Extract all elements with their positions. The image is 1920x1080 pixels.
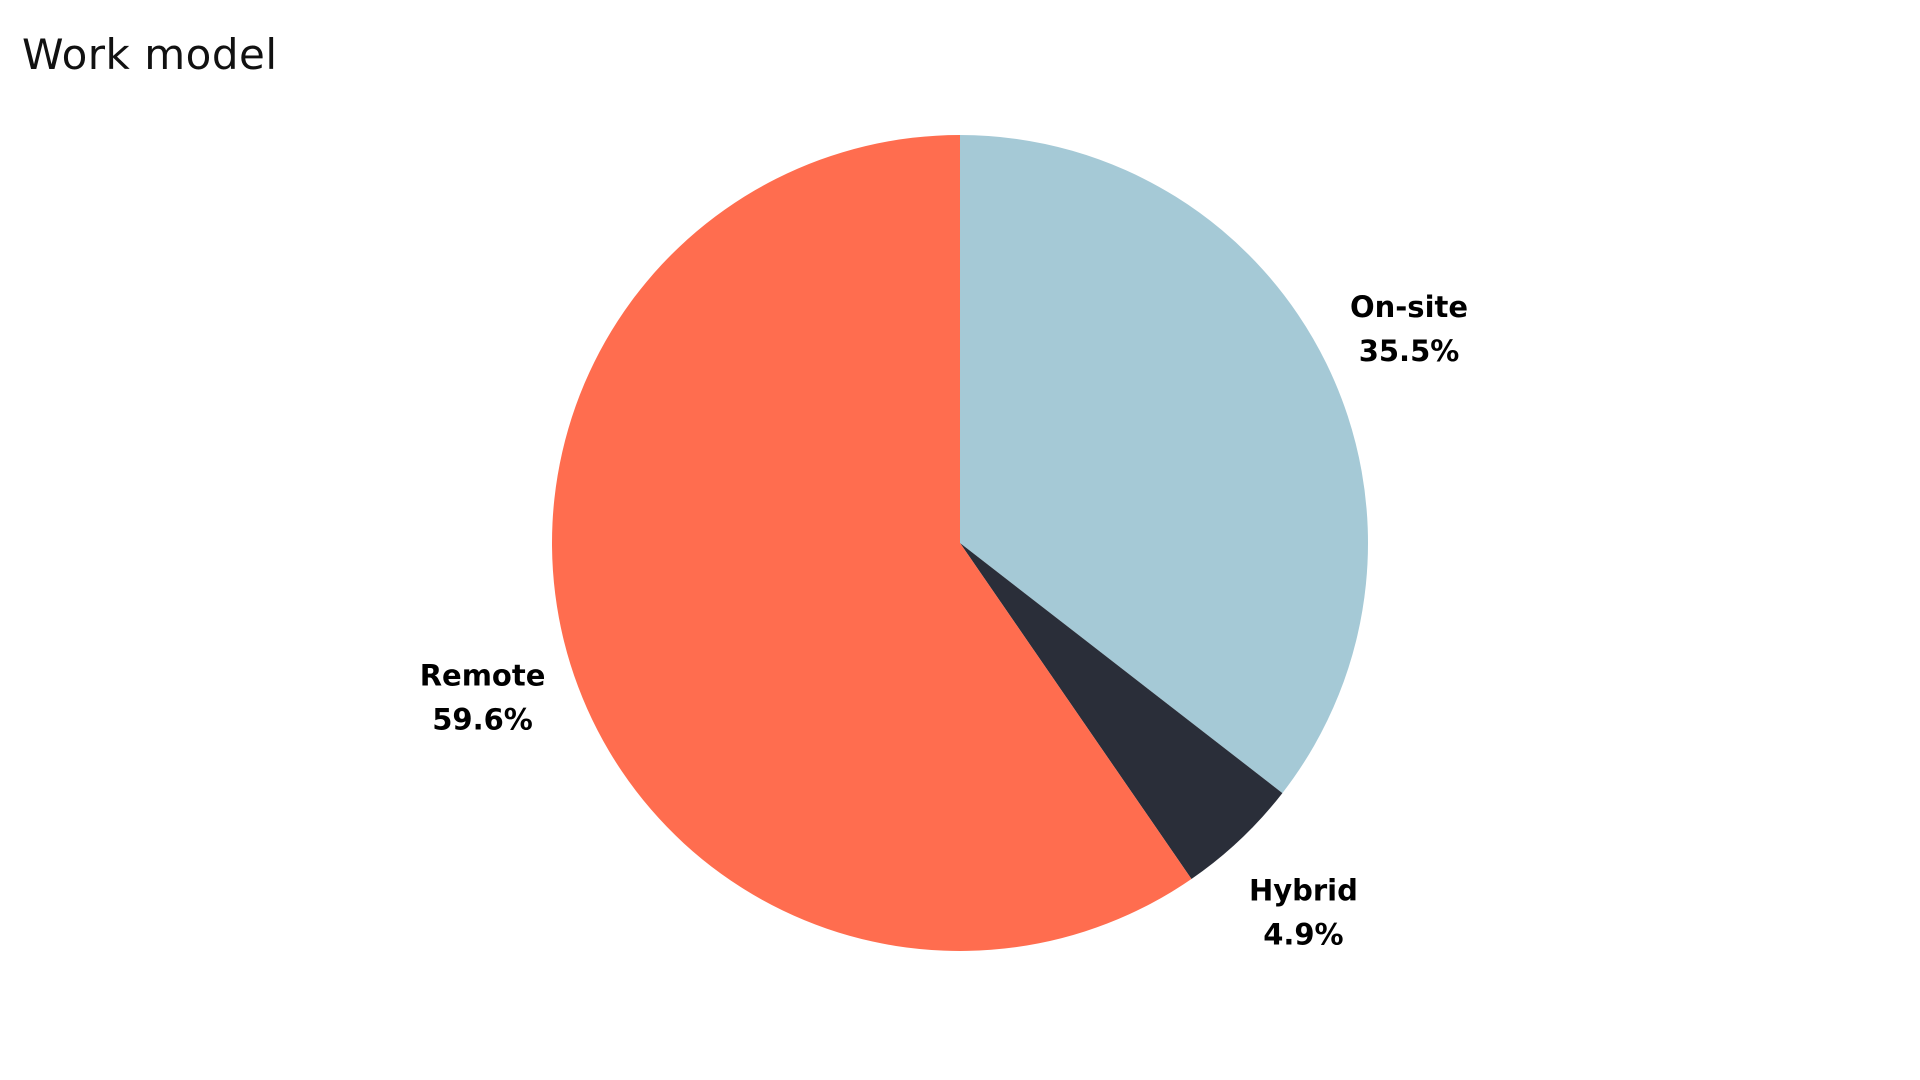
pie-slice-remote xyxy=(552,135,1192,951)
slice-label-remote: Remote xyxy=(420,659,546,693)
pie-slices xyxy=(552,135,1369,951)
slice-percent-remote: 59.6% xyxy=(432,703,533,737)
pie-slice-hybrid xyxy=(960,543,1283,880)
slice-percent-on-site: 35.5% xyxy=(1359,334,1460,368)
slice-label-hybrid: Hybrid xyxy=(1249,873,1358,907)
pie-slice-on-site xyxy=(960,135,1369,794)
chart-title: Work model xyxy=(22,30,278,79)
slice-percent-hybrid: 4.9% xyxy=(1263,917,1343,951)
slice-label-on-site: On-site xyxy=(1350,290,1468,324)
pie-labels: On-site 35.5% Hybrid 4.9% Remote 59.6% xyxy=(420,290,1468,951)
